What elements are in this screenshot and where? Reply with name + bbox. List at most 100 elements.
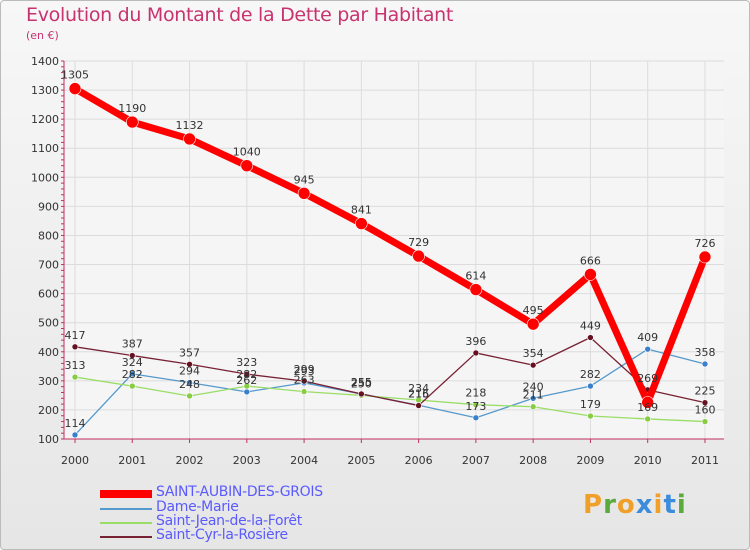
data-label: 396 — [465, 335, 486, 348]
data-label: 409 — [637, 331, 658, 344]
y-tick-label: 1200 — [31, 113, 59, 126]
data-point — [469, 283, 483, 296]
legend-swatch — [100, 490, 152, 498]
data-point — [587, 382, 594, 390]
data-point — [644, 415, 652, 423]
data-point — [701, 360, 709, 368]
y-tick-label: 800 — [38, 229, 59, 242]
data-label: 240 — [523, 380, 544, 393]
data-label: 218 — [465, 387, 486, 400]
data-label: 313 — [65, 359, 86, 372]
logo-letter: r — [603, 490, 617, 520]
y-tick-label: 1100 — [31, 142, 59, 155]
x-tick-label: 2000 — [61, 454, 89, 467]
data-label: 255 — [351, 376, 372, 389]
data-label: 299 — [294, 363, 315, 376]
data-label: 1040 — [233, 146, 261, 159]
data-point — [584, 268, 597, 281]
data-point — [243, 370, 251, 378]
plot-area — [64, 61, 724, 439]
x-tick-label: 2001 — [118, 454, 146, 467]
data-point — [587, 334, 594, 341]
data-label: 250 — [351, 377, 372, 390]
y-tick-label: 100 — [38, 433, 59, 446]
data-point — [71, 431, 79, 439]
data-label: 945 — [294, 173, 315, 186]
data-point — [529, 361, 537, 369]
data-label: 449 — [580, 320, 601, 333]
y-tick-label: 400 — [38, 346, 59, 359]
data-point — [526, 317, 540, 331]
data-label: 225 — [694, 385, 715, 398]
proxiti-logo: Proxiti — [583, 490, 687, 520]
data-label: 173 — [465, 400, 486, 413]
data-label: 387 — [122, 338, 143, 351]
data-point — [355, 217, 368, 230]
data-label: 841 — [351, 204, 372, 217]
data-label: 211 — [523, 389, 544, 402]
data-point — [71, 343, 79, 351]
data-point — [529, 403, 537, 411]
data-point — [358, 390, 365, 398]
data-label: 216 — [408, 387, 429, 400]
data-label: 1190 — [118, 102, 146, 115]
data-point — [529, 394, 537, 402]
data-label: 729 — [408, 236, 429, 249]
legend-label: Saint-Jean-de-la-Forêt — [156, 513, 302, 529]
y-tick-label: 600 — [38, 288, 59, 301]
data-label: 324 — [122, 356, 143, 369]
y-tick-label: 700 — [38, 259, 59, 272]
y-tick-label: 1400 — [31, 55, 59, 68]
x-tick-label: 2010 — [634, 454, 662, 467]
data-label: 495 — [523, 304, 544, 317]
data-point — [71, 373, 79, 381]
data-point — [300, 377, 308, 385]
data-point — [243, 388, 251, 396]
data-label: 234 — [408, 382, 429, 395]
data-point — [472, 401, 480, 408]
x-tick-label: 2002 — [176, 454, 204, 467]
data-point — [183, 132, 196, 146]
x-tick-label: 2009 — [576, 454, 604, 467]
logo-letter: o — [616, 490, 636, 520]
data-label: 417 — [65, 329, 86, 342]
data-label: 169 — [637, 401, 658, 414]
y-tick-label: 900 — [38, 200, 59, 213]
data-label: 263 — [294, 374, 315, 387]
data-point — [701, 399, 709, 406]
chart-unit: (en €) — [26, 29, 59, 42]
data-point — [125, 115, 139, 129]
logo-letter: i — [653, 490, 664, 520]
data-point — [186, 360, 193, 368]
data-label: 248 — [179, 378, 200, 391]
x-tick-label: 2008 — [519, 454, 547, 467]
data-point — [644, 345, 652, 353]
data-point — [128, 352, 136, 359]
series-line — [74, 376, 706, 423]
data-label: 114 — [65, 417, 86, 430]
data-point — [186, 392, 193, 400]
data-label: 354 — [523, 347, 544, 360]
data-label: 160 — [694, 404, 715, 417]
legend-swatch — [100, 522, 152, 524]
data-point — [415, 402, 422, 409]
y-tick-label: 1300 — [31, 84, 59, 97]
data-point — [243, 382, 251, 390]
x-tick-label: 2004 — [290, 454, 318, 467]
data-point — [186, 379, 193, 386]
data-label: 614 — [465, 270, 486, 283]
x-tick-label: 2005 — [347, 454, 375, 467]
data-point — [128, 370, 136, 378]
data-point — [297, 187, 311, 200]
y-tick-label: 1000 — [31, 171, 59, 184]
x-tick-label: 2003 — [233, 454, 261, 467]
data-label: 215 — [408, 388, 429, 401]
data-point — [240, 159, 254, 172]
data-point — [472, 414, 480, 422]
data-point — [68, 82, 82, 95]
logo-letter: t — [663, 490, 677, 520]
legend-label: Dame-Marie — [156, 499, 239, 515]
logo-letter: x — [635, 490, 654, 520]
data-label: 666 — [580, 254, 601, 267]
data-point — [587, 412, 594, 420]
